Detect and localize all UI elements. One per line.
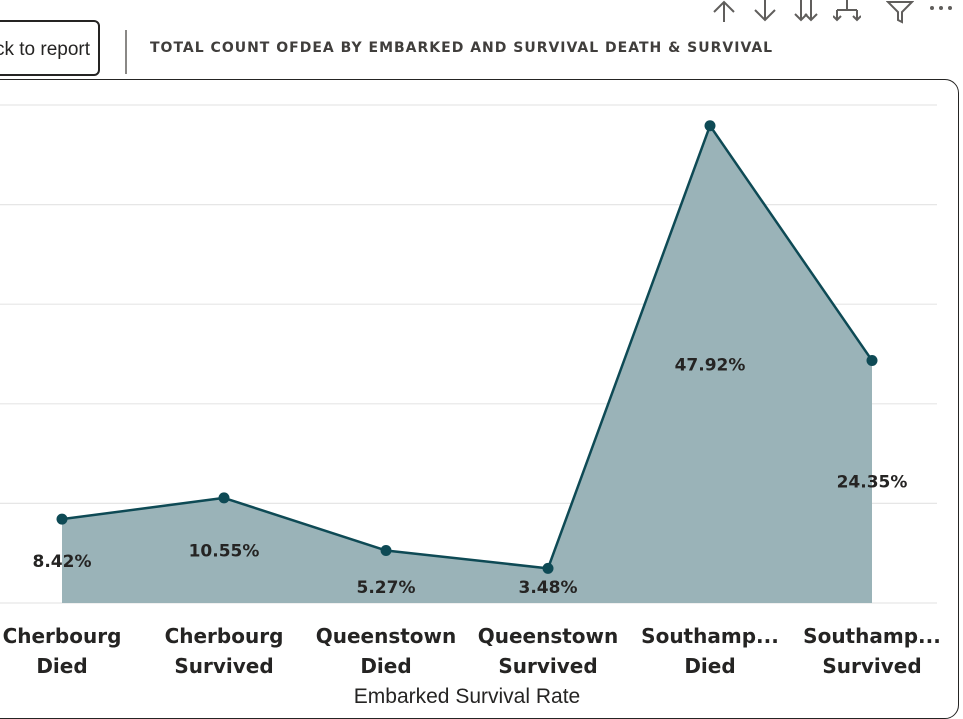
x-tick-label: Southamp... Survived: [803, 624, 941, 678]
series-line: [61, 124, 874, 570]
arrow-up-icon[interactable]: [710, 0, 738, 24]
data-point[interactable]: [380, 545, 392, 557]
more-options-icon[interactable]: [928, 0, 956, 24]
x-tick-label: Queenstown Survived: [478, 624, 619, 678]
data-label: 24.35%: [837, 473, 908, 493]
data-point[interactable]: [704, 120, 716, 132]
double-arrow-down-icon[interactable]: [792, 0, 820, 24]
back-to-report-label: Back to report: [0, 39, 90, 60]
x-tick-label: Cherbourg Survived: [165, 624, 284, 678]
header-divider: [125, 30, 127, 74]
x-tick-label: Cherbourg Died: [3, 624, 122, 678]
data-label: 5.27%: [357, 578, 416, 598]
x-tick-label: Queenstown Died: [316, 624, 457, 678]
area-fill: [62, 125, 872, 603]
data-label: 3.48%: [519, 578, 578, 598]
x-axis-title: Embarked Survival Rate: [354, 685, 580, 708]
expand-hierarchy-icon[interactable]: [833, 0, 861, 24]
back-to-report-button[interactable]: Back to report: [0, 20, 100, 76]
filter-icon[interactable]: [886, 0, 914, 24]
x-axis-categories: Cherbourg Died Cherbourg Survived Queenstown…: [3, 624, 941, 678]
data-markers: [56, 120, 878, 574]
arrow-down-icon[interactable]: [751, 0, 779, 24]
x-tick-label: Southamp... Died: [641, 624, 779, 678]
visual-header-toolbar: [0, 0, 963, 26]
data-point[interactable]: [56, 513, 68, 525]
area-series: [61, 124, 874, 603]
data-label: 8.42%: [33, 552, 92, 572]
data-labels: 8.42% 10.55% 5.27% 3.48% 47.92% 24.35%: [33, 355, 908, 598]
data-label: 10.55%: [189, 541, 260, 561]
chart-title: TOTAL COUNT OFDEA BY EMBARKED AND SURVIV…: [150, 40, 774, 56]
data-point[interactable]: [866, 354, 878, 366]
data-point[interactable]: [218, 492, 230, 504]
data-label: 47.92%: [675, 355, 746, 375]
data-point[interactable]: [542, 562, 554, 574]
